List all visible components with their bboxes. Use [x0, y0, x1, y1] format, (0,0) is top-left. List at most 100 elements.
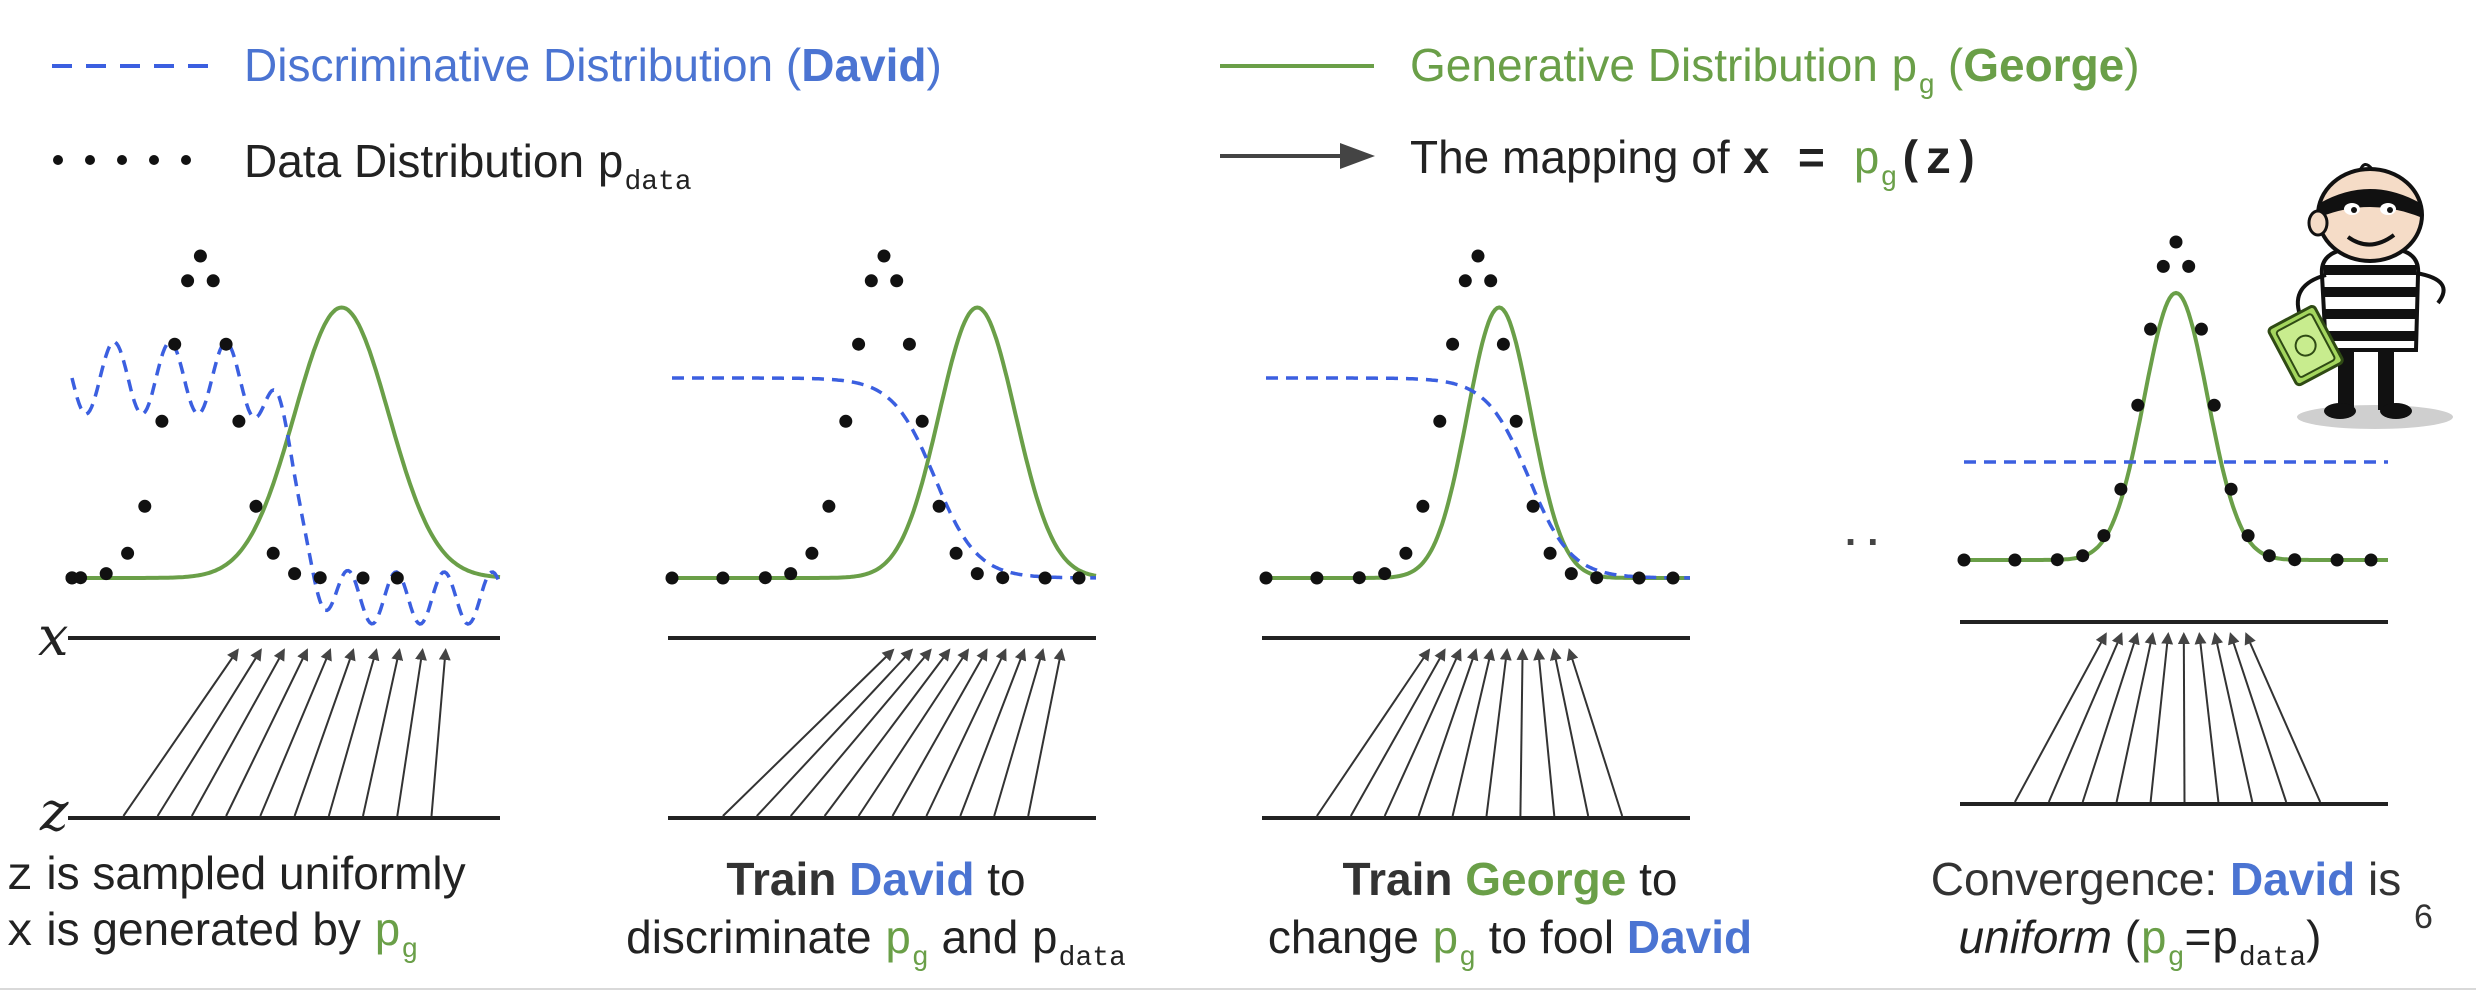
data-distribution-dot	[1957, 553, 1971, 567]
data-distribution-dot	[232, 414, 246, 428]
mapping-arrow	[259, 648, 332, 817]
data-distribution-dot	[1471, 249, 1485, 263]
data-distribution-dot	[99, 567, 113, 581]
caption-4-p1: p	[2140, 915, 2168, 967]
mapping-arrow	[1383, 648, 1462, 817]
data-distribution-dot	[193, 249, 207, 263]
caption-2-p2: p	[1031, 915, 1059, 967]
caption-3-fool: to fool	[1475, 911, 1627, 963]
data-distribution-dot	[356, 571, 370, 585]
discriminator-curve	[1266, 376, 1690, 580]
data-distribution-dot	[1310, 571, 1324, 585]
data-distribution-dot	[864, 274, 878, 288]
legend-generative-symbol: p	[1890, 43, 1919, 95]
data-distribution-dot	[1484, 274, 1498, 288]
money-stack-icon	[2267, 305, 2344, 387]
legend-generative-name: George	[1963, 39, 2125, 91]
mapping-arrow	[2115, 632, 2157, 803]
legend-generative-close: )	[2124, 39, 2140, 91]
caption-1-sub: g	[401, 935, 419, 966]
panel-1	[65, 249, 502, 820]
data-distribution-dot	[949, 546, 963, 560]
data-distribution-dot	[168, 337, 182, 351]
legend-discriminative-name: David	[801, 39, 927, 91]
caption-1-p: p	[373, 907, 402, 959]
mapping-arrow	[122, 648, 239, 817]
data-distribution-dot	[2076, 549, 2090, 563]
mapping-arrow	[293, 648, 356, 817]
mapping-arrow	[1533, 648, 1556, 817]
data-distribution-dot	[2097, 529, 2111, 543]
caption-3-p: p	[1431, 915, 1460, 967]
caption-panel-3-line-1: Train George to	[1343, 856, 1678, 902]
thief-cartoon	[2267, 163, 2453, 429]
data-distribution-dot	[1526, 499, 1540, 513]
legend-data: Data Distribution pdata	[244, 135, 692, 197]
legend-discriminative-close: )	[926, 39, 942, 91]
data-distribution-dot	[852, 337, 866, 351]
caption-4-is: is	[2355, 853, 2402, 905]
caption-panel-1-line-2: x is generated by pg	[6, 906, 418, 965]
legend-arrow-icon	[1220, 143, 1375, 169]
mapping-arrow	[2211, 632, 2254, 803]
legend-discriminative-label: Discriminative Distribution (	[244, 39, 802, 91]
data-distribution-dot	[839, 414, 853, 428]
legend-mapping-label: The mapping of	[1410, 131, 1743, 183]
caption-1-text-1: is sampled uniformly	[33, 847, 466, 899]
ellipsis: . .	[1845, 510, 1878, 554]
data-distribution-dot	[822, 499, 836, 513]
bottom-rule	[0, 988, 2476, 990]
data-distribution-dot	[206, 274, 220, 288]
caption-2-p1: p	[884, 915, 912, 967]
mapping-arrow	[1316, 648, 1431, 817]
data-distribution-dot	[266, 546, 280, 560]
caption-panel-4-line-1: Convergence: David is	[1931, 856, 2401, 902]
legend-dotted-line-icon	[53, 155, 191, 165]
caption-4-close: )	[2306, 911, 2322, 963]
panels-layer	[65, 235, 2388, 820]
data-distribution-dot	[288, 567, 302, 581]
legend-data-label: Data Distribution	[244, 135, 597, 187]
mapping-arrow	[1417, 648, 1479, 817]
legend-mapping: The mapping of x = pg(z)	[1410, 131, 1980, 193]
generative-curve	[72, 305, 501, 580]
data-distribution-dot	[2207, 398, 2221, 412]
legend-generative-label: Generative Distribution	[1410, 39, 1891, 91]
data-distribution-dot	[2224, 482, 2238, 496]
caption-4-p2: p	[2211, 915, 2239, 967]
z-axis-label: z	[39, 780, 69, 843]
mapping-arrow	[857, 648, 969, 817]
data-distribution-dot	[138, 499, 152, 513]
caption-2-sub1: g	[911, 943, 929, 974]
legend-mapping-x: x	[1742, 135, 1771, 187]
caption-4-sub1: g	[2167, 943, 2185, 974]
data-distribution-dot	[313, 571, 327, 585]
mapping-arrow	[2228, 632, 2288, 803]
caption-1-var-x: x	[6, 907, 34, 959]
data-distribution-dot	[805, 546, 819, 560]
data-distribution-dot	[1446, 337, 1460, 351]
data-distribution-dot	[1666, 571, 1680, 585]
mapping-arrow	[2081, 632, 2140, 803]
legend-mapping-sub: g	[1880, 163, 1898, 194]
legend-mapping-p: p	[1852, 135, 1881, 187]
legend-generative-open: (	[1935, 39, 1964, 91]
mapping-arrow	[225, 648, 309, 817]
data-distribution-dot	[1352, 571, 1366, 585]
data-distribution-dot	[1590, 571, 1604, 585]
data-distribution-dot	[1038, 571, 1052, 585]
caption-2-line2-a: discriminate	[626, 911, 885, 963]
data-distribution-dot	[1458, 274, 1472, 288]
caption-3-sub: g	[1459, 943, 1476, 974]
mapping-arrow	[722, 648, 895, 817]
data-distribution-dot	[996, 571, 1010, 585]
mapping-arrow	[2014, 632, 2107, 803]
mapping-arrow	[1485, 648, 1512, 817]
mapping-arrow	[1549, 648, 1590, 817]
data-distribution-dot	[2114, 482, 2128, 496]
data-distribution-dot	[1509, 414, 1523, 428]
mapping-arrow	[1451, 648, 1495, 817]
mapping-arrow	[2244, 632, 2322, 803]
data-distribution-dot	[1433, 414, 1447, 428]
caption-panel-2-line-2: discriminate pg and pdata	[626, 911, 1126, 973]
